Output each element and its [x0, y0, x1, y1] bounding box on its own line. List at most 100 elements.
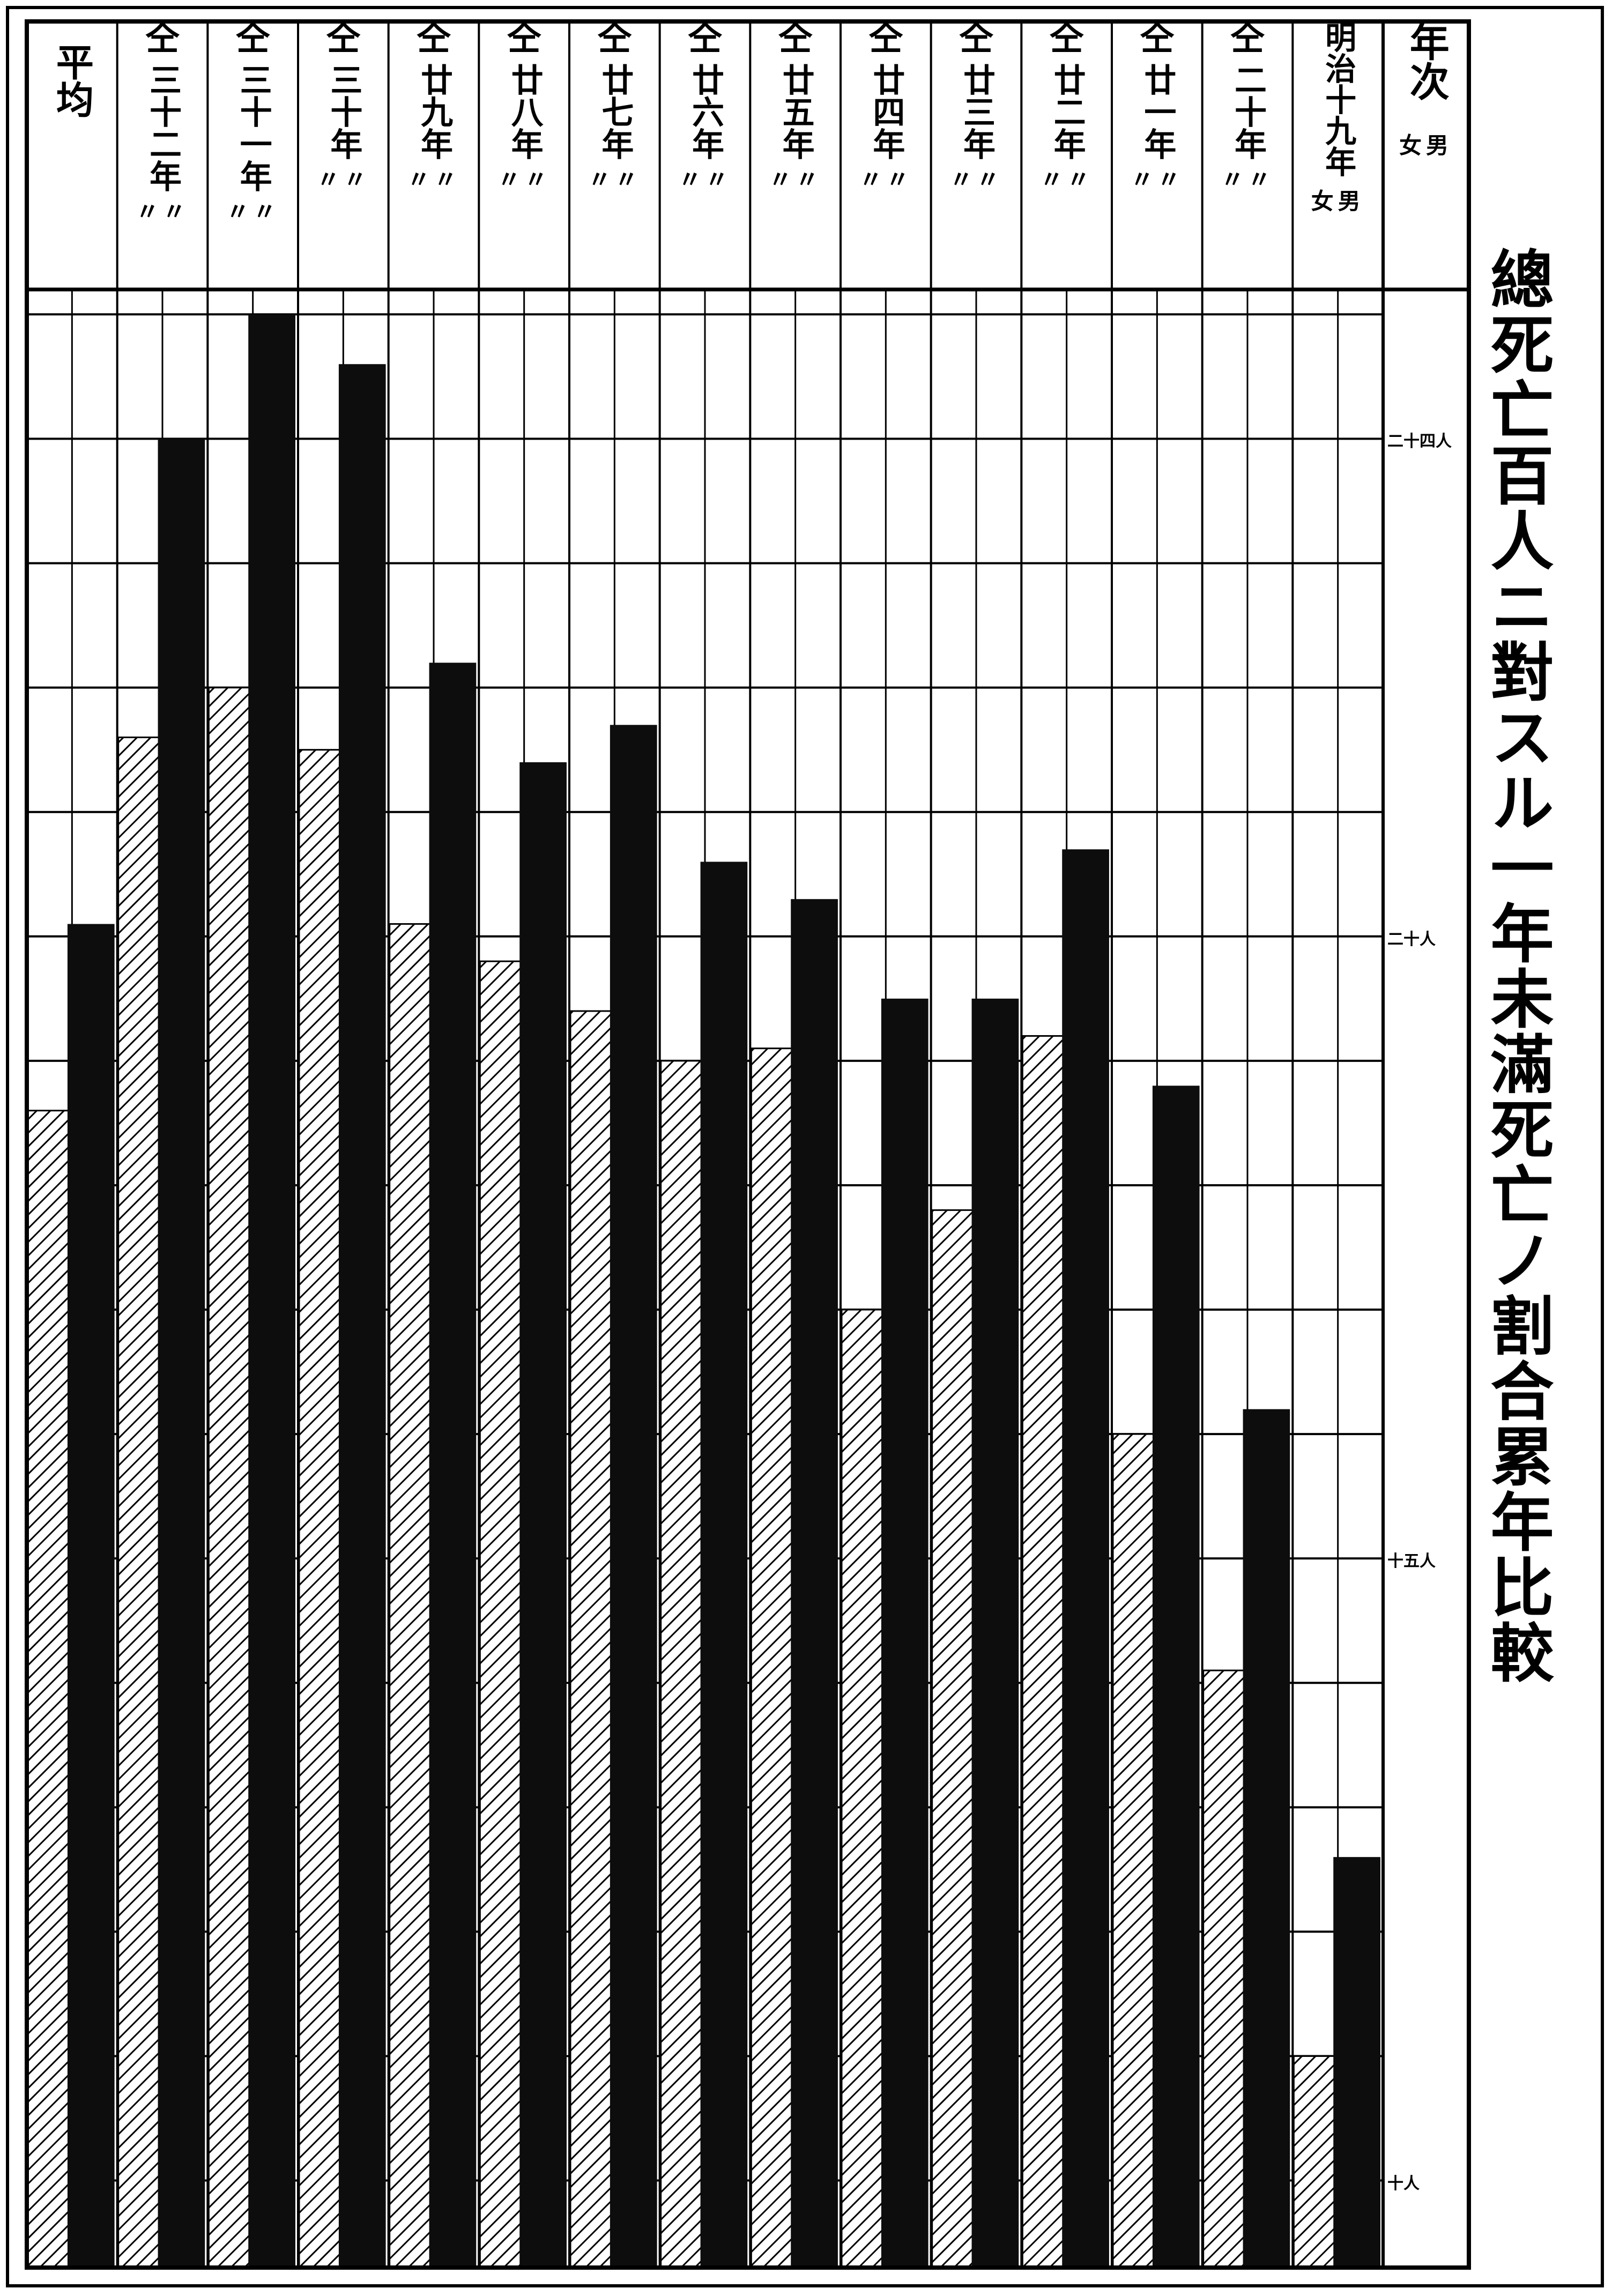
header-year-label: 廿一年: [1138, 63, 1176, 160]
bar-female-11: [931, 1209, 977, 2269]
y-tick-label: 十五人: [1387, 1552, 1436, 1571]
header-same-mark: 仝: [235, 18, 270, 58]
header-cell: 仝三十年 〃〃: [298, 21, 389, 279]
header-same-mark: 仝: [1230, 18, 1265, 58]
bar-female-15: [1292, 2055, 1339, 2269]
header-ditto-mark: 〃〃: [316, 166, 370, 194]
chart-frame: [25, 19, 1471, 2270]
bar-female-7: [569, 1010, 615, 2269]
bar-female-14: [1202, 1669, 1249, 2269]
header-cell: 仝廿一年 〃〃: [1112, 21, 1202, 279]
header-cell: 仝三十二年 〃〃: [117, 21, 208, 279]
header-ditto-mark: 〃〃: [859, 166, 913, 194]
header-year-label: 廿五年: [777, 63, 815, 160]
header-same-mark: 仝: [597, 18, 632, 58]
header-row: 平均仝三十二年 〃〃仝三十一年 〃〃仝三十年 〃〃仝廿九年 〃〃仝廿八年 〃〃仝廿七年 〃〃…: [0, 0, 1474, 289]
header-cell: 明治十九年 女男: [1292, 21, 1383, 279]
bar-male-3: [248, 314, 295, 2268]
header-cell: 仝廿二年 〃〃: [1021, 21, 1112, 279]
bar-male-1: [67, 924, 115, 2268]
header-ditto-mark: 〃〃: [768, 166, 822, 194]
bar-female-4: [298, 749, 344, 2269]
header-same-mark: 仝: [507, 18, 541, 58]
bar-female-1: [27, 1110, 73, 2269]
header-year-label: 廿四年: [867, 63, 905, 160]
bar-male-4: [338, 364, 386, 2268]
header-cell: 仝廿八年 〃〃: [479, 21, 569, 279]
header-year-label: 廿八年: [506, 63, 544, 160]
header-ditto-mark: 〃〃: [406, 166, 460, 194]
header-cell: 仝廿五年 〃〃: [750, 21, 841, 279]
header-cell: 仝廿三年 〃〃: [931, 21, 1022, 279]
bar-female-8: [660, 1060, 706, 2269]
bar-male-14: [1243, 1409, 1290, 2268]
header-same-mark: 仝: [778, 18, 813, 58]
bar-male-2: [158, 439, 205, 2268]
y-tick-label: 二十四人: [1387, 432, 1452, 451]
bar-male-10: [881, 998, 928, 2268]
header-cell: 仝廿七年 〃〃: [569, 21, 660, 279]
header-ditto-mark: 〃〃: [226, 198, 280, 226]
header-cell: 仝三十一年 〃〃: [207, 21, 298, 279]
header-cell: 仝廿九年 〃〃: [389, 21, 479, 279]
bar-female-3: [207, 687, 254, 2269]
bar-female-9: [750, 1047, 797, 2269]
header-ditto-mark: 〃〃: [949, 166, 1003, 194]
bar-female-2: [117, 736, 164, 2269]
header-nenji-label: 年次: [1403, 21, 1450, 101]
bar-male-12: [1062, 849, 1109, 2268]
header-same-mark: 仝: [1049, 18, 1084, 58]
bar-male-8: [700, 861, 748, 2268]
bar-male-5: [429, 663, 477, 2268]
header-cell: 平均: [27, 21, 117, 279]
header-same-mark: 仝: [868, 18, 903, 58]
header-ditto-mark: 〃〃: [135, 198, 189, 226]
bar-male-9: [791, 899, 838, 2268]
header-ditto-mark: 〃〃: [1130, 166, 1184, 194]
bar-female-12: [1021, 1035, 1068, 2269]
header-nenji-cell: 年次 女男: [1383, 21, 1469, 279]
bar-female-10: [841, 1309, 887, 2269]
bar-male-6: [519, 762, 567, 2268]
header-same-mark: 仝: [687, 18, 722, 58]
chart-title: 總死亡百人ニ對スル一年未滿死亡ノ割合累年比較: [1480, 247, 1554, 1685]
header-ditto-mark: 〃〃: [588, 166, 642, 194]
y-tick-label: 十人: [1387, 2174, 1420, 2193]
header-ditto-mark: 〃〃: [497, 166, 551, 194]
header-year-label: 廿七年: [596, 63, 634, 160]
bar-male-7: [610, 725, 657, 2268]
bar-male-13: [1152, 1086, 1200, 2268]
header-cell: 仝二十年 〃〃: [1202, 21, 1293, 279]
header-year-label: 二十年: [1229, 63, 1267, 160]
header-same-mark: 仝: [145, 18, 180, 58]
bar-male-11: [971, 998, 1019, 2268]
header-same-mark: 仝: [326, 18, 361, 58]
outer-border: [6, 6, 1604, 2287]
header-year-label: 三十一年: [234, 63, 272, 192]
header-nenji-sex-label: 女男: [1399, 132, 1453, 159]
header-ditto-mark: 〃〃: [1039, 166, 1094, 194]
bar-male-15: [1333, 1857, 1380, 2268]
bar-female-6: [479, 960, 525, 2269]
bar-female-5: [389, 923, 435, 2269]
header-cell: 仝廿四年 〃〃: [841, 21, 931, 279]
header-year-label: 明治十九年: [1320, 21, 1357, 177]
header-year-label: 三十年: [324, 63, 362, 160]
header-same-mark: 仝: [1140, 18, 1175, 58]
header-year-label: 廿六年: [686, 63, 724, 160]
y-tick-label: 二十人: [1387, 930, 1436, 949]
header-ditto-mark: 〃〃: [1220, 166, 1274, 194]
header-year-label: 廿九年: [415, 63, 453, 160]
header-cell: 仝廿六年 〃〃: [660, 21, 751, 279]
header-same-mark: 仝: [959, 18, 993, 58]
header-year-label: 廿三年: [957, 63, 996, 160]
header-year-label: 廿二年: [1048, 63, 1086, 160]
bar-female-13: [1112, 1433, 1158, 2269]
header-same-mark: 仝: [416, 18, 451, 58]
header-ditto-mark: 〃〃: [678, 166, 732, 194]
header-year-label: 三十二年: [144, 63, 182, 192]
header-sex-label: 女男: [1311, 188, 1365, 214]
header-average-label: 平均: [50, 43, 95, 118]
